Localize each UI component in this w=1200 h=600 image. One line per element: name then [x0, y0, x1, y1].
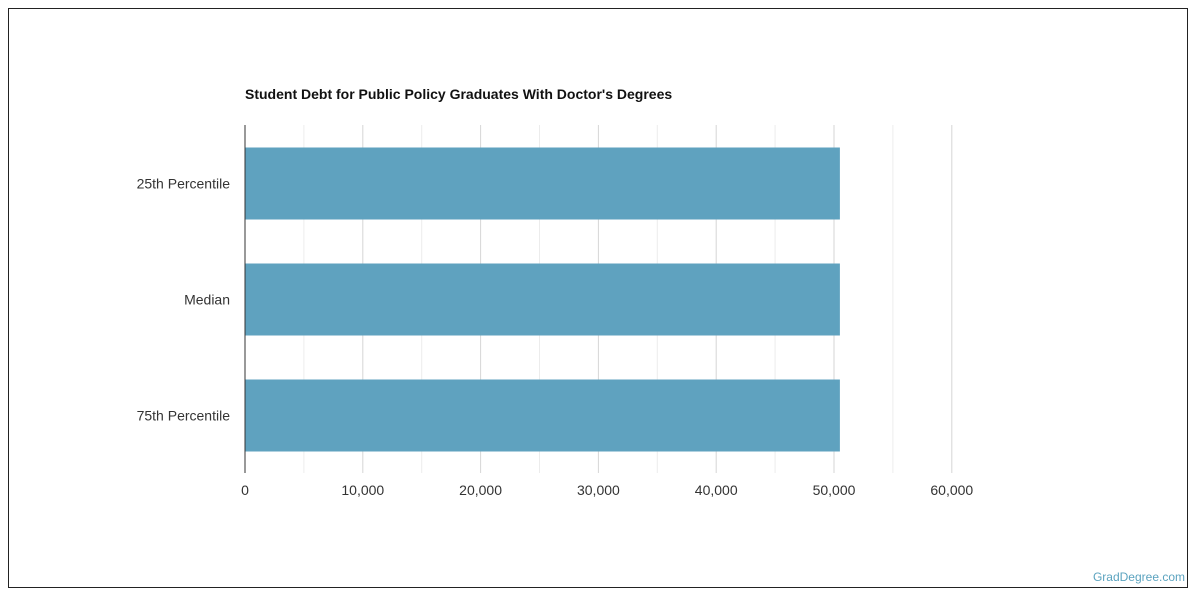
- bar-median: [245, 263, 840, 336]
- watermark[interactable]: GradDegree.com: [1092, 570, 1185, 584]
- chart-title: Student Debt for Public Policy Graduates…: [245, 86, 673, 102]
- x-tick-label: 50,000: [813, 482, 856, 498]
- y-tick-label: 75th Percentile: [137, 408, 231, 424]
- x-tick-label: 20,000: [459, 482, 502, 498]
- x-tick-label: 0: [241, 482, 249, 498]
- x-tick-label: 40,000: [695, 482, 738, 498]
- y-tick-label: Median: [184, 292, 230, 308]
- chart-frame: [8, 8, 1188, 588]
- x-tick-label: 30,000: [577, 482, 620, 498]
- x-tick-label: 10,000: [341, 482, 384, 498]
- x-tick-label: 60,000: [930, 482, 973, 498]
- y-tick-label: 25th Percentile: [137, 176, 231, 192]
- bar-25th-percentile: [245, 147, 840, 220]
- bar-75th-percentile: [245, 379, 840, 452]
